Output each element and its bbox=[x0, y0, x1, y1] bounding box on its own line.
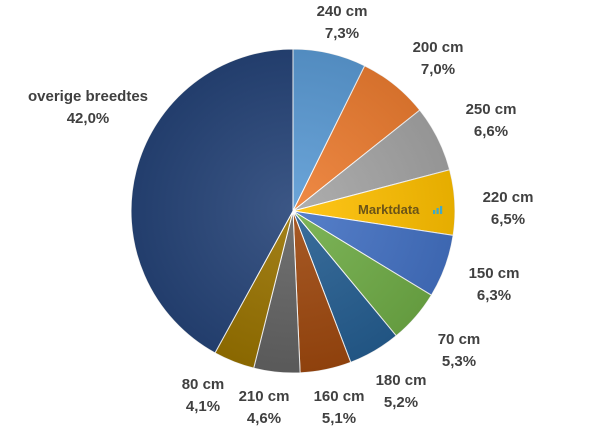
slice-label-name: 250 cm bbox=[466, 101, 517, 118]
slice-label-name: 180 cm bbox=[376, 372, 427, 389]
slice-label-value: 6,6% bbox=[474, 123, 508, 140]
slice-label-name: 150 cm bbox=[469, 265, 520, 282]
slice-label-name: overige breedtes bbox=[28, 88, 148, 105]
slice-label-value: 6,5% bbox=[491, 211, 525, 228]
slice-label-name: 160 cm bbox=[314, 388, 365, 405]
slice-label-value: 5,2% bbox=[384, 394, 418, 411]
slice-label-name: 220 cm bbox=[483, 189, 534, 206]
watermark-bars-icon bbox=[433, 206, 443, 214]
watermark-text: Marktdata bbox=[358, 202, 420, 217]
slice-label-value: 5,1% bbox=[322, 410, 356, 427]
slice-label-name: 200 cm bbox=[413, 39, 464, 56]
slice-label-value: 4,6% bbox=[247, 410, 281, 427]
slice-label-value: 5,3% bbox=[442, 353, 476, 370]
slice-labels: 240 cm 7,3% 200 cm 7,0% 250 cm 6,6% 220 cm 6,5%… bbox=[28, 3, 533, 427]
slice-label-name: 240 cm bbox=[317, 3, 368, 20]
slice-label-name: 70 cm bbox=[438, 331, 481, 348]
marktdata-watermark: Marktdata bbox=[358, 202, 443, 217]
slice-label-name: 210 cm bbox=[239, 388, 290, 405]
watermark-bar bbox=[436, 208, 439, 214]
slice-label-value: 6,3% bbox=[477, 287, 511, 304]
slice-label-value: 7,0% bbox=[421, 61, 455, 78]
slice-label-value: 7,3% bbox=[325, 25, 359, 42]
watermark-bar bbox=[440, 206, 443, 214]
watermark-bar bbox=[433, 210, 436, 214]
slice-label-value: 42,0% bbox=[67, 110, 110, 127]
slice-label-name: 80 cm bbox=[182, 376, 225, 393]
slice-label-value: 4,1% bbox=[186, 398, 220, 415]
